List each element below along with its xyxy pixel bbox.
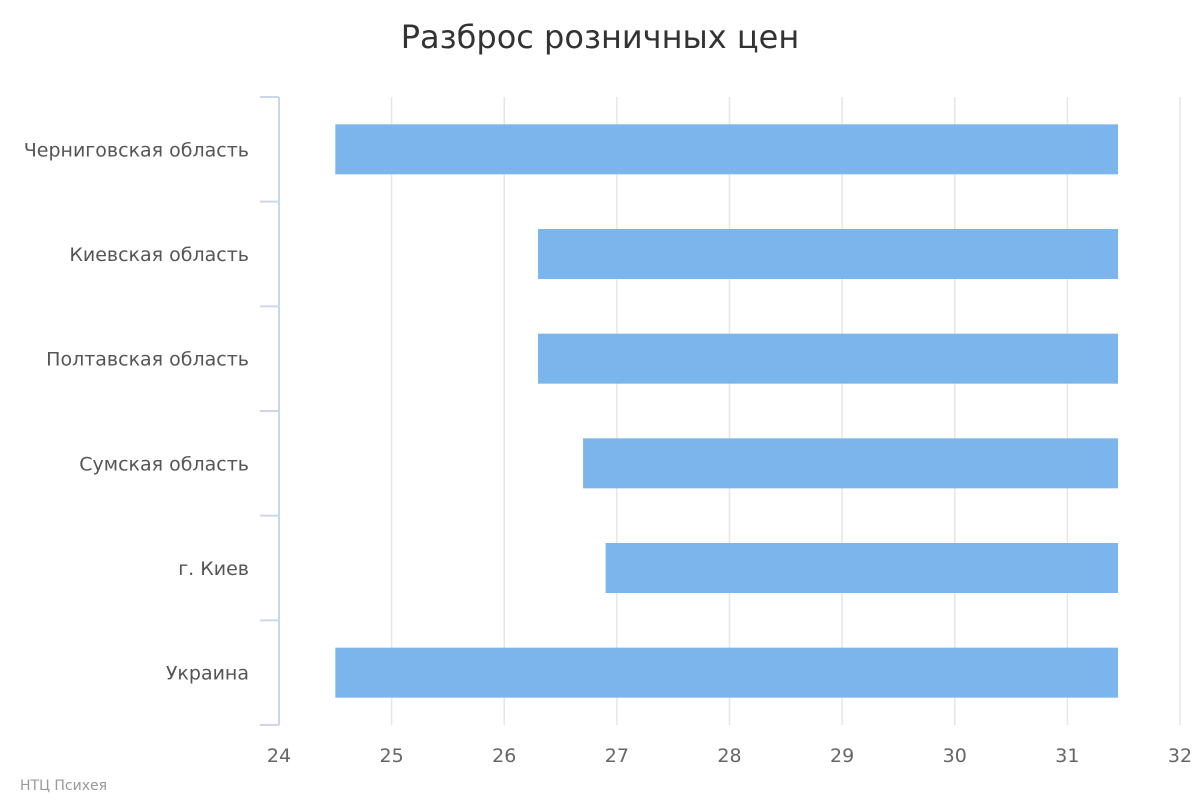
bar bbox=[605, 543, 1119, 593]
x-tick-label: 24 bbox=[267, 745, 291, 767]
category-label: г. Киев bbox=[178, 558, 249, 580]
x-tick-label: 29 bbox=[830, 745, 854, 767]
x-tick-label: 30 bbox=[943, 745, 967, 767]
bar bbox=[335, 124, 1119, 175]
bar bbox=[583, 438, 1119, 489]
credit-text: НТЦ Психея bbox=[20, 778, 107, 794]
category-labels: Черниговская область Киевская область Полт… bbox=[24, 139, 249, 684]
category-label: Украина bbox=[166, 663, 249, 685]
chart-title: Разброс розничных цен bbox=[401, 18, 800, 56]
bar bbox=[538, 333, 1119, 384]
x-axis-tick-labels: 24 25 26 27 28 29 30 31 32 bbox=[267, 745, 1192, 767]
grid-lines bbox=[390, 97, 1181, 725]
bar-series bbox=[335, 124, 1119, 698]
bar bbox=[335, 647, 1119, 698]
category-label: Полтавская область bbox=[46, 349, 249, 371]
x-tick-label: 25 bbox=[380, 745, 404, 767]
x-tick-label: 32 bbox=[1168, 745, 1192, 767]
bar bbox=[538, 229, 1119, 279]
category-label: Киевская область bbox=[69, 244, 249, 266]
x-tick-label: 26 bbox=[492, 745, 516, 767]
x-tick-label: 31 bbox=[1055, 745, 1079, 767]
category-label: Сумская область bbox=[79, 453, 249, 475]
x-tick-label: 28 bbox=[717, 745, 741, 767]
category-axis bbox=[260, 96, 280, 726]
x-tick-label: 27 bbox=[605, 745, 629, 767]
category-label: Черниговская область bbox=[24, 139, 249, 161]
